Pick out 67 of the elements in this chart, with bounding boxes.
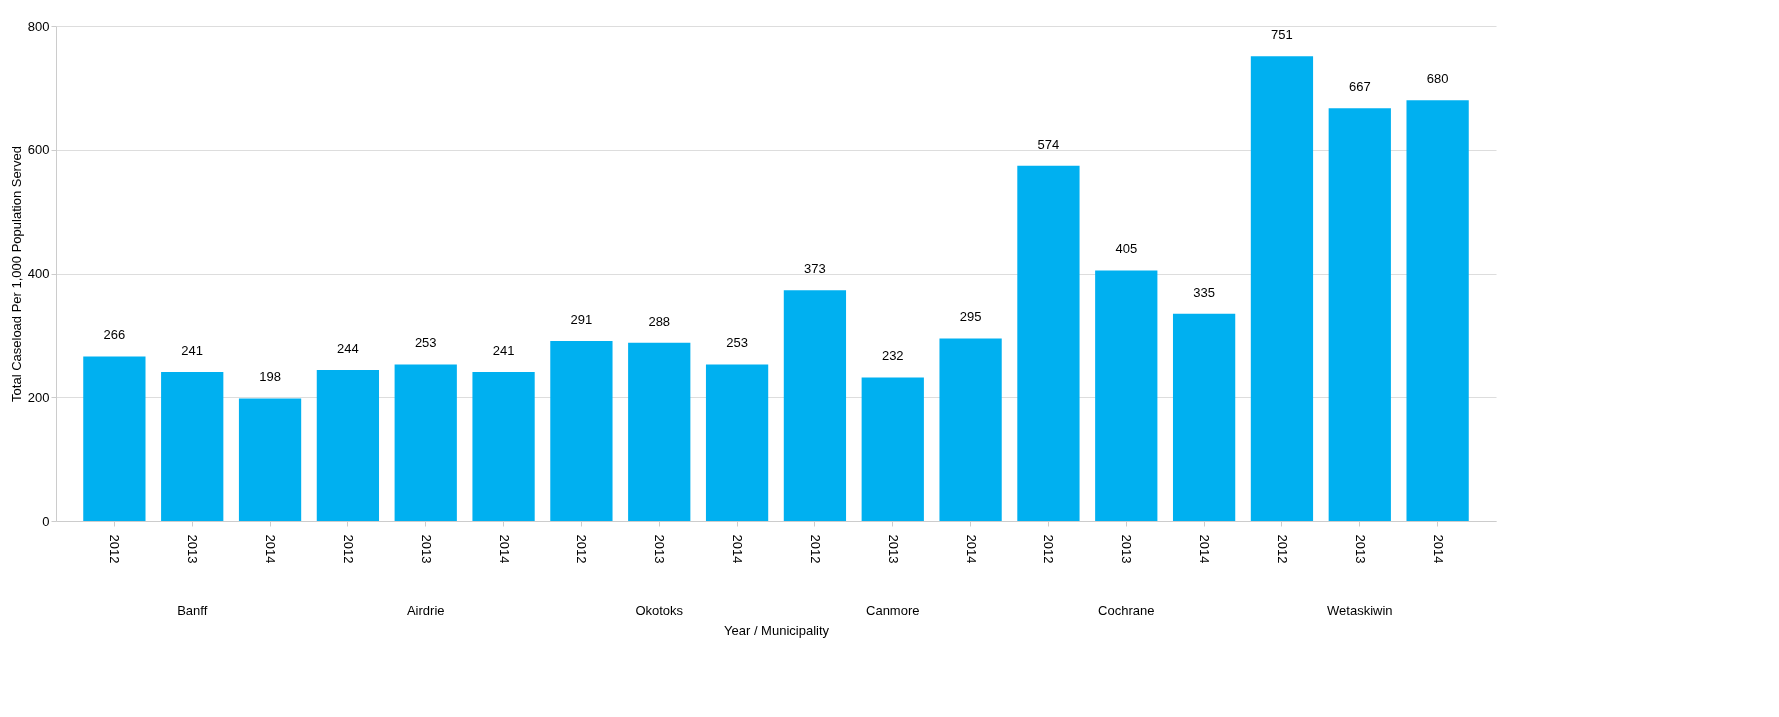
x-tick-label: 2014 <box>263 534 279 564</box>
y-tick-label: 400 <box>27 266 50 281</box>
bar <box>394 364 457 521</box>
data-label: 295 <box>959 309 982 325</box>
bar <box>472 371 535 521</box>
bar <box>861 377 924 521</box>
data-label: 253 <box>414 335 437 351</box>
data-label: 241 <box>181 342 204 358</box>
text: Airdrie <box>406 603 445 618</box>
x-tick-label: 2012 <box>807 534 823 564</box>
text: Canmore <box>866 603 920 618</box>
bar <box>705 364 769 521</box>
y-tick-label: 200 <box>27 389 50 405</box>
data-label: 241 <box>492 342 515 358</box>
data-label: 266 <box>103 327 126 343</box>
x-tick-label: 2014 <box>963 534 979 564</box>
x-axis-title: Year / Municipality <box>723 623 830 639</box>
bar <box>83 356 146 521</box>
x-tick-label: 2013 <box>1119 534 1135 564</box>
data-label: 232 <box>881 348 904 364</box>
x-tick-label: 2012 <box>1041 534 1057 564</box>
x-tick-label: 2012 <box>1274 534 1290 564</box>
data-label: 288 <box>648 313 671 329</box>
x-tick-label: 2013 <box>418 534 434 564</box>
x-tick-label: 2013 <box>1352 534 1368 564</box>
y-axis-title: Total Caseload Per 1,000 Population Served <box>8 146 24 402</box>
x-tick-label: 2012 <box>574 534 590 564</box>
x-tick-label: 2013 <box>885 534 901 564</box>
x-tick-label: 2012 <box>340 534 356 564</box>
x-tick-label: 2014 <box>1430 534 1446 564</box>
bar <box>316 370 380 521</box>
x-tick-label: 2014 <box>730 534 746 564</box>
x-tick-label: 2013 <box>652 534 668 564</box>
y-tick-label: 800 <box>27 18 50 34</box>
bar <box>939 338 1002 521</box>
text: Banff <box>177 603 208 618</box>
data-label: 291 <box>570 311 593 327</box>
y-tick-label: 0 <box>42 513 50 529</box>
text: Cochrane <box>1098 603 1155 618</box>
x-tick-label: 2014 <box>1197 534 1213 564</box>
data-label: 373 <box>804 261 826 277</box>
bar <box>1250 56 1314 521</box>
bar <box>628 342 691 521</box>
x-tick-label: 2012 <box>107 534 123 564</box>
bar <box>1406 100 1469 521</box>
data-label: 253 <box>726 335 748 351</box>
bar <box>161 371 224 521</box>
data-label: 335 <box>1193 284 1215 300</box>
bar <box>1095 270 1158 521</box>
data-label: 198 <box>259 369 281 385</box>
x-tick-label: 2013 <box>185 534 201 564</box>
bar <box>1017 165 1080 521</box>
text: Wetaskiwin <box>1327 603 1393 618</box>
bar <box>238 398 302 521</box>
bar <box>1328 108 1391 521</box>
data-label: 680 <box>1426 71 1449 87</box>
bar <box>783 290 847 521</box>
data-label: 244 <box>337 341 359 357</box>
data-label: 574 <box>1037 136 1060 152</box>
data-label: 667 <box>1348 79 1371 95</box>
y-tick-label: 600 <box>27 142 50 158</box>
bar <box>550 340 613 521</box>
data-label: 751 <box>1271 27 1293 43</box>
text: Okotoks <box>635 603 684 618</box>
x-tick-label: 2014 <box>496 534 512 564</box>
data-label: 405 <box>1115 241 1138 257</box>
bar <box>1172 313 1236 521</box>
